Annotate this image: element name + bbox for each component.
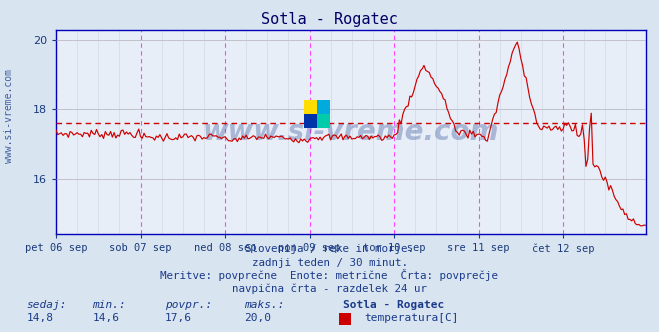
Text: temperatura[C]: temperatura[C] (364, 313, 458, 323)
Text: navpična črta - razdelek 24 ur: navpična črta - razdelek 24 ur (232, 284, 427, 294)
Text: Meritve: povprečne  Enote: metrične  Črta: povprečje: Meritve: povprečne Enote: metrične Črta:… (161, 269, 498, 281)
Text: www.si-vreme.com: www.si-vreme.com (203, 118, 499, 146)
Text: 14,6: 14,6 (92, 313, 119, 323)
Bar (317, 114, 330, 128)
Bar (304, 114, 317, 128)
Text: povpr.:: povpr.: (165, 300, 212, 310)
Text: min.:: min.: (92, 300, 126, 310)
Text: 20,0: 20,0 (244, 313, 271, 323)
Bar (317, 100, 330, 114)
Text: Sotla - Rogatec: Sotla - Rogatec (261, 12, 398, 27)
Text: 14,8: 14,8 (26, 313, 53, 323)
Text: Slovenija / reke in morje.: Slovenija / reke in morje. (245, 244, 414, 254)
Text: maks.:: maks.: (244, 300, 284, 310)
Text: 17,6: 17,6 (165, 313, 192, 323)
Text: sedaj:: sedaj: (26, 300, 67, 310)
Text: Sotla - Rogatec: Sotla - Rogatec (343, 300, 444, 310)
Text: zadnji teden / 30 minut.: zadnji teden / 30 minut. (252, 258, 407, 268)
Bar (304, 100, 317, 114)
Text: www.si-vreme.com: www.si-vreme.com (3, 69, 14, 163)
